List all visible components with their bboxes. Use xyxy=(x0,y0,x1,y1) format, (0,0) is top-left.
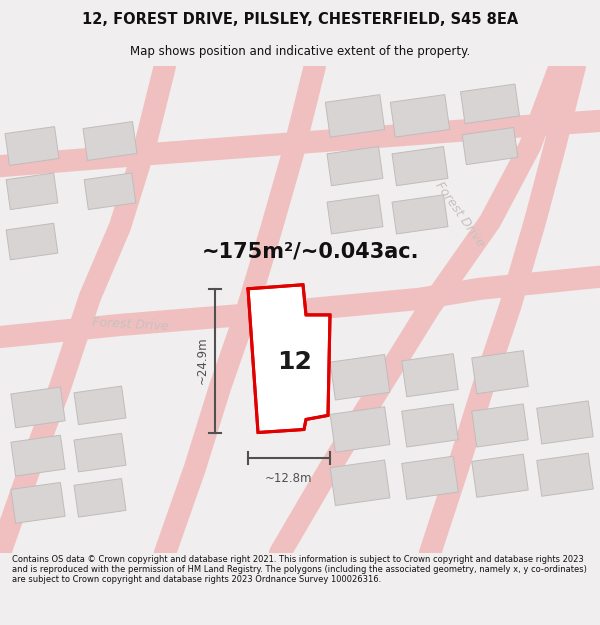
Text: Forest Drive: Forest Drive xyxy=(433,179,487,249)
Polygon shape xyxy=(472,454,528,498)
Polygon shape xyxy=(84,173,136,209)
Polygon shape xyxy=(537,401,593,444)
Polygon shape xyxy=(462,127,518,164)
Text: 12, FOREST DRIVE, PILSLEY, CHESTERFIELD, S45 8EA: 12, FOREST DRIVE, PILSLEY, CHESTERFIELD,… xyxy=(82,12,518,27)
Polygon shape xyxy=(402,404,458,447)
Polygon shape xyxy=(472,404,528,447)
Text: 12: 12 xyxy=(278,350,313,374)
Polygon shape xyxy=(248,285,330,432)
Polygon shape xyxy=(74,479,126,517)
Polygon shape xyxy=(11,387,65,428)
Polygon shape xyxy=(402,456,458,499)
Polygon shape xyxy=(83,122,137,161)
Polygon shape xyxy=(327,147,383,186)
Text: ~12.8m: ~12.8m xyxy=(265,472,313,485)
Polygon shape xyxy=(330,460,390,506)
Polygon shape xyxy=(11,482,65,523)
Polygon shape xyxy=(537,453,593,496)
Polygon shape xyxy=(392,195,448,234)
Polygon shape xyxy=(402,354,458,397)
Polygon shape xyxy=(461,84,520,124)
Polygon shape xyxy=(6,223,58,260)
Text: Map shows position and indicative extent of the property.: Map shows position and indicative extent… xyxy=(130,45,470,58)
Polygon shape xyxy=(325,94,385,137)
Polygon shape xyxy=(327,195,383,234)
Polygon shape xyxy=(472,351,528,394)
Polygon shape xyxy=(330,354,390,400)
Polygon shape xyxy=(74,386,126,424)
Polygon shape xyxy=(74,433,126,472)
Text: ~175m²/~0.043ac.: ~175m²/~0.043ac. xyxy=(201,242,419,262)
Polygon shape xyxy=(11,435,65,476)
Polygon shape xyxy=(5,127,59,166)
Polygon shape xyxy=(330,407,390,452)
Polygon shape xyxy=(6,173,58,209)
Polygon shape xyxy=(392,147,448,186)
Text: Contains OS data © Crown copyright and database right 2021. This information is : Contains OS data © Crown copyright and d… xyxy=(12,554,587,584)
Polygon shape xyxy=(391,94,449,137)
Text: ~24.9m: ~24.9m xyxy=(196,337,209,384)
Text: Forest Drive: Forest Drive xyxy=(91,316,169,334)
